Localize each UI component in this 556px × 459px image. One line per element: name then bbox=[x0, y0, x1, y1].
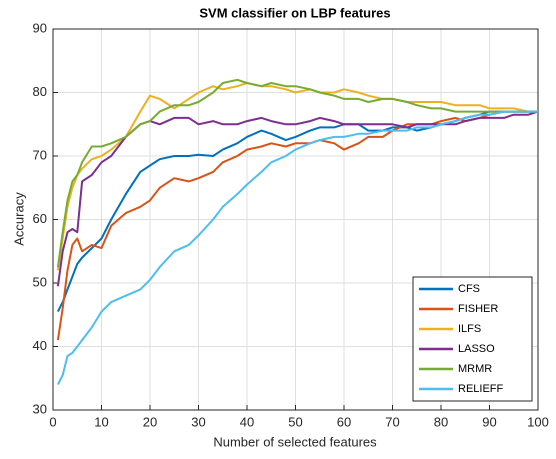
x-tick-label: 60 bbox=[337, 414, 351, 429]
x-tick-label: 100 bbox=[527, 414, 549, 429]
x-tick-label: 90 bbox=[482, 414, 496, 429]
x-tick-label: 30 bbox=[191, 414, 205, 429]
line-series bbox=[56, 110, 538, 341]
legend-box bbox=[412, 276, 533, 402]
legend-label: ILFS bbox=[458, 323, 481, 335]
x-tick-label: 80 bbox=[434, 414, 448, 429]
legend-label: LASSO bbox=[458, 343, 495, 355]
legend-label: FISHER bbox=[458, 303, 498, 315]
x-tick-label: 70 bbox=[385, 414, 399, 429]
chart-title: SVM classifier on LBP features bbox=[199, 5, 390, 20]
legend-label: CFS bbox=[458, 283, 480, 295]
x-tick-label: 10 bbox=[94, 414, 108, 429]
y-tick-label: 90 bbox=[33, 20, 47, 35]
line-series bbox=[56, 110, 539, 287]
x-tick-label: 20 bbox=[143, 414, 157, 429]
y-tick-label: 50 bbox=[33, 274, 47, 289]
legend-label: RELIEFF bbox=[458, 383, 504, 395]
x-tick-label: 50 bbox=[288, 414, 302, 429]
x-tick-label: 0 bbox=[49, 414, 56, 429]
y-tick-label: 40 bbox=[33, 338, 47, 353]
x-tick-label: 40 bbox=[240, 414, 254, 429]
line-series bbox=[56, 78, 538, 268]
line-series bbox=[56, 82, 538, 271]
legend-label: MRMR bbox=[458, 363, 492, 375]
y-tick-label: 80 bbox=[33, 84, 47, 99]
line-series bbox=[57, 110, 538, 386]
x-axis-label: Number of selected features bbox=[213, 434, 377, 449]
y-tick-label: 30 bbox=[33, 401, 47, 416]
y-tick-label: 70 bbox=[33, 147, 47, 162]
plot-frame bbox=[52, 28, 539, 411]
y-axis-label: Accuracy bbox=[11, 192, 26, 246]
y-tick-label: 60 bbox=[33, 211, 47, 226]
